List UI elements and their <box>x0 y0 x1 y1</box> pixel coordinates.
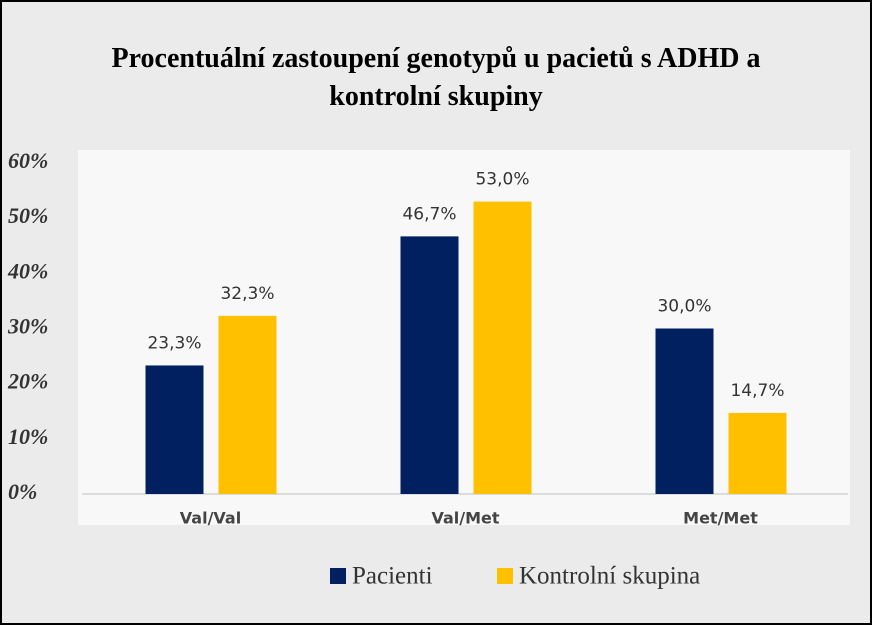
bar <box>218 315 277 494</box>
value-label: 32,3% <box>220 284 274 304</box>
bar <box>145 365 204 494</box>
bar <box>655 328 714 494</box>
value-label: 23,3% <box>147 333 201 353</box>
y-tick-label: 50% <box>8 203 48 228</box>
value-label: 53,0% <box>475 170 529 190</box>
y-tick-label: 40% <box>7 258 48 283</box>
y-tick-label: 0% <box>8 479 37 504</box>
bar <box>728 412 787 494</box>
legend-label: Kontrolní skupina <box>519 563 700 590</box>
x-tick-label: Val/Met <box>431 509 499 528</box>
value-label: 46,7% <box>402 204 456 224</box>
y-tick-label: 20% <box>7 369 48 394</box>
legend-label: Pacienti <box>352 563 433 590</box>
plot-area <box>78 150 850 525</box>
bar <box>400 236 459 494</box>
y-tick-label: 30% <box>7 314 48 339</box>
y-tick-label: 10% <box>8 424 48 449</box>
legend-swatch <box>497 568 513 584</box>
chart-title: Procentuální zastoupení genotypů u pacie… <box>111 43 761 112</box>
legend-swatch <box>330 568 346 584</box>
y-tick-label: 60% <box>8 148 48 173</box>
x-tick-label: Met/Met <box>683 509 758 528</box>
x-tick-label: Val/Val <box>180 509 241 528</box>
value-label: 14,7% <box>730 381 784 401</box>
bar <box>473 201 532 494</box>
value-label: 30,0% <box>657 297 711 317</box>
